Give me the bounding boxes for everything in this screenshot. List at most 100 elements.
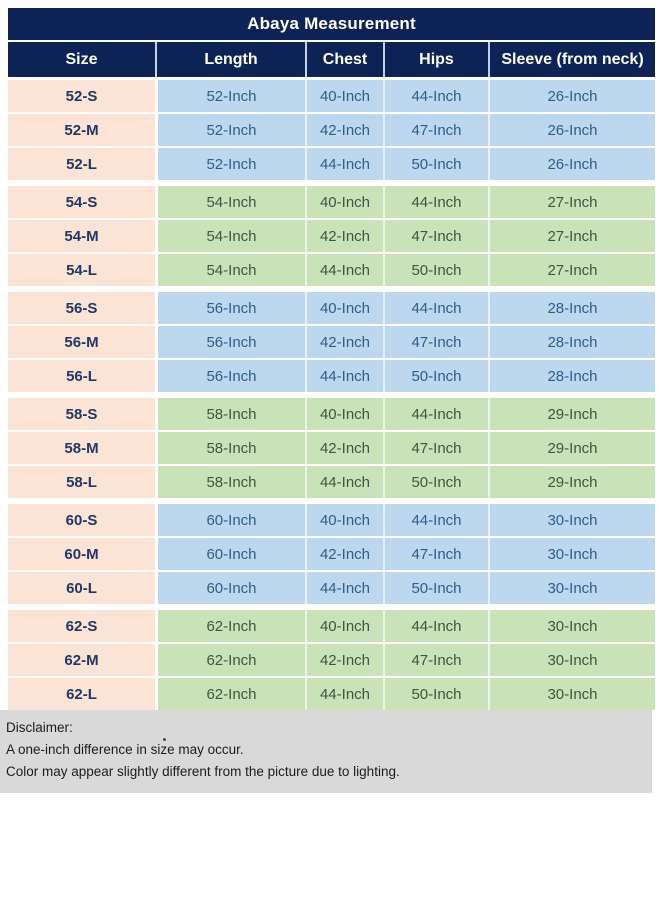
table-row: 54-S 54-Inch 40-Inch 44-Inch 27-Inch [8,186,655,218]
sleeve-cell: 30-Inch [488,538,655,570]
table-header-row: Size Length Chest Hips Sleeve (from neck… [8,42,655,77]
size-cell: 58-M [8,432,155,464]
chest-cell: 44-Inch [305,678,383,710]
table-row: 58-M 58-Inch 42-Inch 47-Inch 29-Inch [8,432,655,464]
table-row: 54-L 54-Inch 44-Inch 50-Inch 27-Inch [8,254,655,286]
size-cell: 58-S [8,398,155,430]
sleeve-cell: 30-Inch [488,504,655,536]
hips-cell: 47-Inch [383,114,488,146]
chest-cell: 40-Inch [305,504,383,536]
sleeve-cell: 26-Inch [488,114,655,146]
table-row: 62-S 62-Inch 40-Inch 44-Inch 30-Inch [8,610,655,642]
size-cell: 56-L [8,360,155,392]
size-cell: 56-S [8,292,155,324]
size-cell: 60-M [8,538,155,570]
length-cell: 58-Inch [155,398,305,430]
hips-cell: 44-Inch [383,398,488,430]
table-row: 60-M 60-Inch 42-Inch 47-Inch 30-Inch [8,538,655,570]
sleeve-cell: 26-Inch [488,148,655,180]
length-cell: 60-Inch [155,538,305,570]
table-row: 56-S 56-Inch 40-Inch 44-Inch 28-Inch [8,292,655,324]
table-row: 52-S 52-Inch 40-Inch 44-Inch 26-Inch [8,80,655,112]
measurement-table: Abaya Measurement Size Length Chest Hips… [8,8,655,710]
sleeve-cell: 29-Inch [488,432,655,464]
header-size: Size [8,42,155,77]
chest-cell: 42-Inch [305,432,383,464]
chest-cell: 40-Inch [305,398,383,430]
sleeve-cell: 26-Inch [488,80,655,112]
sleeve-cell: 30-Inch [488,678,655,710]
size-group-62: 62-S 62-Inch 40-Inch 44-Inch 30-Inch 62-… [8,610,655,710]
size-cell: 62-M [8,644,155,676]
length-cell: 52-Inch [155,148,305,180]
length-cell: 52-Inch [155,114,305,146]
chest-cell: 44-Inch [305,254,383,286]
table-row: 56-L 56-Inch 44-Inch 50-Inch 28-Inch [8,360,655,392]
size-group-60: 60-S 60-Inch 40-Inch 44-Inch 30-Inch 60-… [8,504,655,604]
chest-cell: 44-Inch [305,148,383,180]
hips-cell: 50-Inch [383,572,488,604]
size-group-54: 54-S 54-Inch 40-Inch 44-Inch 27-Inch 54-… [8,186,655,286]
header-hips: Hips [383,42,488,77]
table-row: 58-S 58-Inch 40-Inch 44-Inch 29-Inch [8,398,655,430]
sleeve-cell: 28-Inch [488,292,655,324]
table-row: 58-L 58-Inch 44-Inch 50-Inch 29-Inch [8,466,655,498]
sleeve-cell: 29-Inch [488,398,655,430]
length-cell: 54-Inch [155,220,305,252]
size-cell: 60-L [8,572,155,604]
chest-cell: 44-Inch [305,466,383,498]
table-row: 52-L 52-Inch 44-Inch 50-Inch 26-Inch [8,148,655,180]
table-row: 62-M 62-Inch 42-Inch 47-Inch 30-Inch [8,644,655,676]
chest-cell: 42-Inch [305,538,383,570]
chest-cell: 42-Inch [305,220,383,252]
table-body: 52-S 52-Inch 40-Inch 44-Inch 26-Inch 52-… [8,80,655,710]
size-cell: 56-M [8,326,155,358]
size-group-58: 58-S 58-Inch 40-Inch 44-Inch 29-Inch 58-… [8,398,655,498]
hips-cell: 50-Inch [383,148,488,180]
chest-cell: 40-Inch [305,610,383,642]
sleeve-cell: 27-Inch [488,254,655,286]
chest-cell: 40-Inch [305,292,383,324]
table-row: 60-S 60-Inch 40-Inch 44-Inch 30-Inch [8,504,655,536]
hips-cell: 50-Inch [383,466,488,498]
sleeve-cell: 30-Inch [488,644,655,676]
sleeve-cell: 27-Inch [488,186,655,218]
hips-cell: 50-Inch [383,360,488,392]
table-row: 60-L 60-Inch 44-Inch 50-Inch 30-Inch [8,572,655,604]
hips-cell: 47-Inch [383,538,488,570]
sleeve-cell: 28-Inch [488,360,655,392]
size-cell: 52-L [8,148,155,180]
length-cell: 62-Inch [155,678,305,710]
header-chest: Chest [305,42,383,77]
chest-cell: 40-Inch [305,80,383,112]
hips-cell: 50-Inch [383,678,488,710]
disclaimer-heading: Disclaimer: [6,720,73,735]
hips-cell: 50-Inch [383,254,488,286]
chest-cell: 44-Inch [305,360,383,392]
length-cell: 56-Inch [155,360,305,392]
chest-cell: 42-Inch [305,326,383,358]
length-cell: 58-Inch [155,466,305,498]
sleeve-cell: 30-Inch [488,572,655,604]
size-cell: 60-S [8,504,155,536]
size-cell: 54-L [8,254,155,286]
size-cell: 58-L [8,466,155,498]
length-cell: 54-Inch [155,254,305,286]
size-group-52: 52-S 52-Inch 40-Inch 44-Inch 26-Inch 52-… [8,80,655,180]
hips-cell: 47-Inch [383,220,488,252]
disclaimer-line-2: Color may appear slightly different from… [6,764,400,779]
length-cell: 56-Inch [155,326,305,358]
length-cell: 58-Inch [155,432,305,464]
hips-cell: 44-Inch [383,610,488,642]
hips-cell: 44-Inch [383,186,488,218]
table-row: 62-L 62-Inch 44-Inch 50-Inch 30-Inch [8,678,655,710]
hips-cell: 44-Inch [383,292,488,324]
size-cell: 62-S [8,610,155,642]
table-row: 52-M 52-Inch 42-Inch 47-Inch 26-Inch [8,114,655,146]
length-cell: 52-Inch [155,80,305,112]
size-cell: 52-S [8,80,155,112]
table-title: Abaya Measurement [8,8,655,40]
chest-cell: 42-Inch [305,114,383,146]
length-cell: 62-Inch [155,610,305,642]
